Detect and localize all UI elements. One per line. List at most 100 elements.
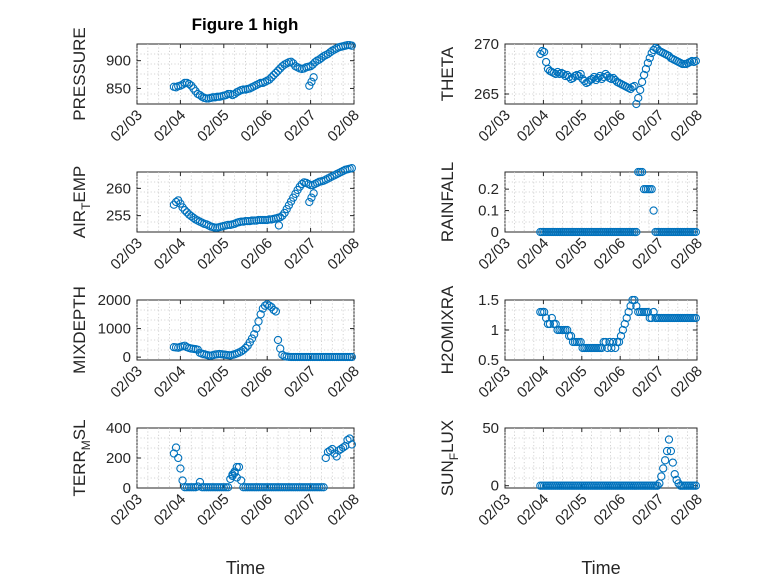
data-point [200, 483, 209, 492]
data-point [310, 483, 320, 492]
panel-pressure: 850 900 02/03 02/04 02/05 02/06 02/07 02/08 PRES… [70, 27, 363, 145]
data-point [274, 221, 284, 230]
data-point [325, 48, 335, 57]
data-point [647, 184, 656, 194]
x-tick-label: 02/06 [237, 363, 276, 402]
x-tick-label: 02/05 [194, 107, 233, 146]
y-tick-label: 0.5 [478, 352, 499, 369]
data-point [312, 483, 322, 492]
x-tick-label: 02/04 [151, 107, 190, 146]
data-point [187, 81, 196, 90]
data-point [256, 215, 265, 225]
data-point [260, 483, 270, 492]
data-point [271, 483, 281, 492]
data-point [247, 216, 257, 225]
y-axis-label: AIRTEMP [70, 166, 93, 239]
data-point [215, 483, 224, 492]
x-tick-label: 02/03 [475, 491, 514, 530]
data-point [273, 335, 283, 345]
data-point [263, 300, 272, 309]
x-tick-label: 02/08 [667, 107, 706, 146]
data-point [176, 464, 185, 473]
data-point [241, 483, 250, 492]
panel-rainfall: 00.10.202/03 02/04 02/05 02/06 02/07 02/08RAI… [438, 162, 706, 274]
y-tick-label: 0 [491, 478, 499, 495]
data-point [260, 215, 270, 225]
y-tick-label: 265 [474, 86, 499, 103]
data-point [302, 352, 311, 362]
data-point [271, 68, 281, 78]
data-point [299, 352, 309, 362]
data-point [286, 352, 296, 362]
data-point [169, 200, 179, 209]
data-point [657, 472, 666, 481]
data-point [347, 41, 356, 50]
panel-h2omixra: 0.511.502/03 02/04 02/05 02/06 02/07 02/08H2O… [438, 285, 706, 401]
data-point [195, 477, 205, 487]
data-point [256, 483, 265, 492]
x-tick-label: 02/05 [194, 491, 233, 530]
data-point [193, 482, 202, 491]
data-point [334, 352, 343, 362]
data-point [691, 481, 700, 490]
data-point [187, 483, 196, 492]
data-point [553, 67, 562, 77]
data-point [278, 62, 287, 71]
data-point [254, 317, 263, 326]
x-tick-label: 02/06 [237, 491, 276, 530]
panel-air_temp: 255 260 02/03 02/04 02/05 02/06 02/07 02/08 AIRT… [70, 164, 363, 274]
x-tick-label: 02/08 [667, 363, 706, 402]
x-tick-label: 02/07 [629, 491, 668, 530]
x-tick-label: 02/08 [324, 107, 363, 146]
data-point [345, 352, 354, 362]
data-point [217, 483, 226, 492]
data-point [269, 483, 278, 492]
data-point [230, 467, 239, 476]
data-point [332, 352, 341, 362]
data-point [258, 483, 268, 492]
data-point [691, 56, 700, 66]
grid-lines [504, 172, 698, 232]
data-point [197, 483, 207, 492]
data-point [245, 483, 254, 492]
data-point [250, 483, 259, 492]
data-series [169, 164, 356, 232]
data-point [247, 334, 257, 343]
data-point [256, 310, 265, 319]
data-point [632, 227, 641, 237]
data-point [660, 456, 670, 465]
figure-title: Figure 1 high [192, 15, 299, 34]
data-point [307, 193, 316, 202]
data-point [304, 352, 313, 362]
data-point [293, 352, 302, 362]
y-tick-label: 200 [106, 450, 131, 467]
data-point [189, 84, 198, 93]
data-point [691, 313, 700, 323]
data-point [273, 483, 283, 492]
x-tick-label: 02/07 [281, 235, 320, 274]
y-axis-label: TERRMSL [70, 419, 93, 496]
data-point [265, 483, 274, 492]
x-tick-label: 02/03 [475, 107, 514, 146]
data-point [278, 211, 287, 220]
data-series [536, 43, 700, 109]
data-point [265, 301, 274, 310]
data-point [641, 64, 651, 74]
data-point [622, 313, 631, 323]
data-point [336, 352, 346, 362]
data-series [536, 435, 700, 490]
x-tick-label: 02/05 [194, 235, 233, 274]
x-tick-label: 02/05 [552, 491, 591, 530]
y-tick-label: 1000 [98, 321, 131, 338]
x-tick-label: 02/06 [237, 107, 276, 146]
data-point [208, 483, 218, 492]
data-point [269, 70, 278, 80]
data-point [310, 58, 320, 67]
panel-theta: 265 270 02/03 02/04 02/05 02/06 02/07 02/08 THET… [438, 36, 706, 145]
data-point [304, 483, 313, 492]
data-point [265, 75, 274, 84]
data-point [541, 313, 551, 323]
data-point [204, 483, 213, 492]
data-point [637, 167, 647, 177]
